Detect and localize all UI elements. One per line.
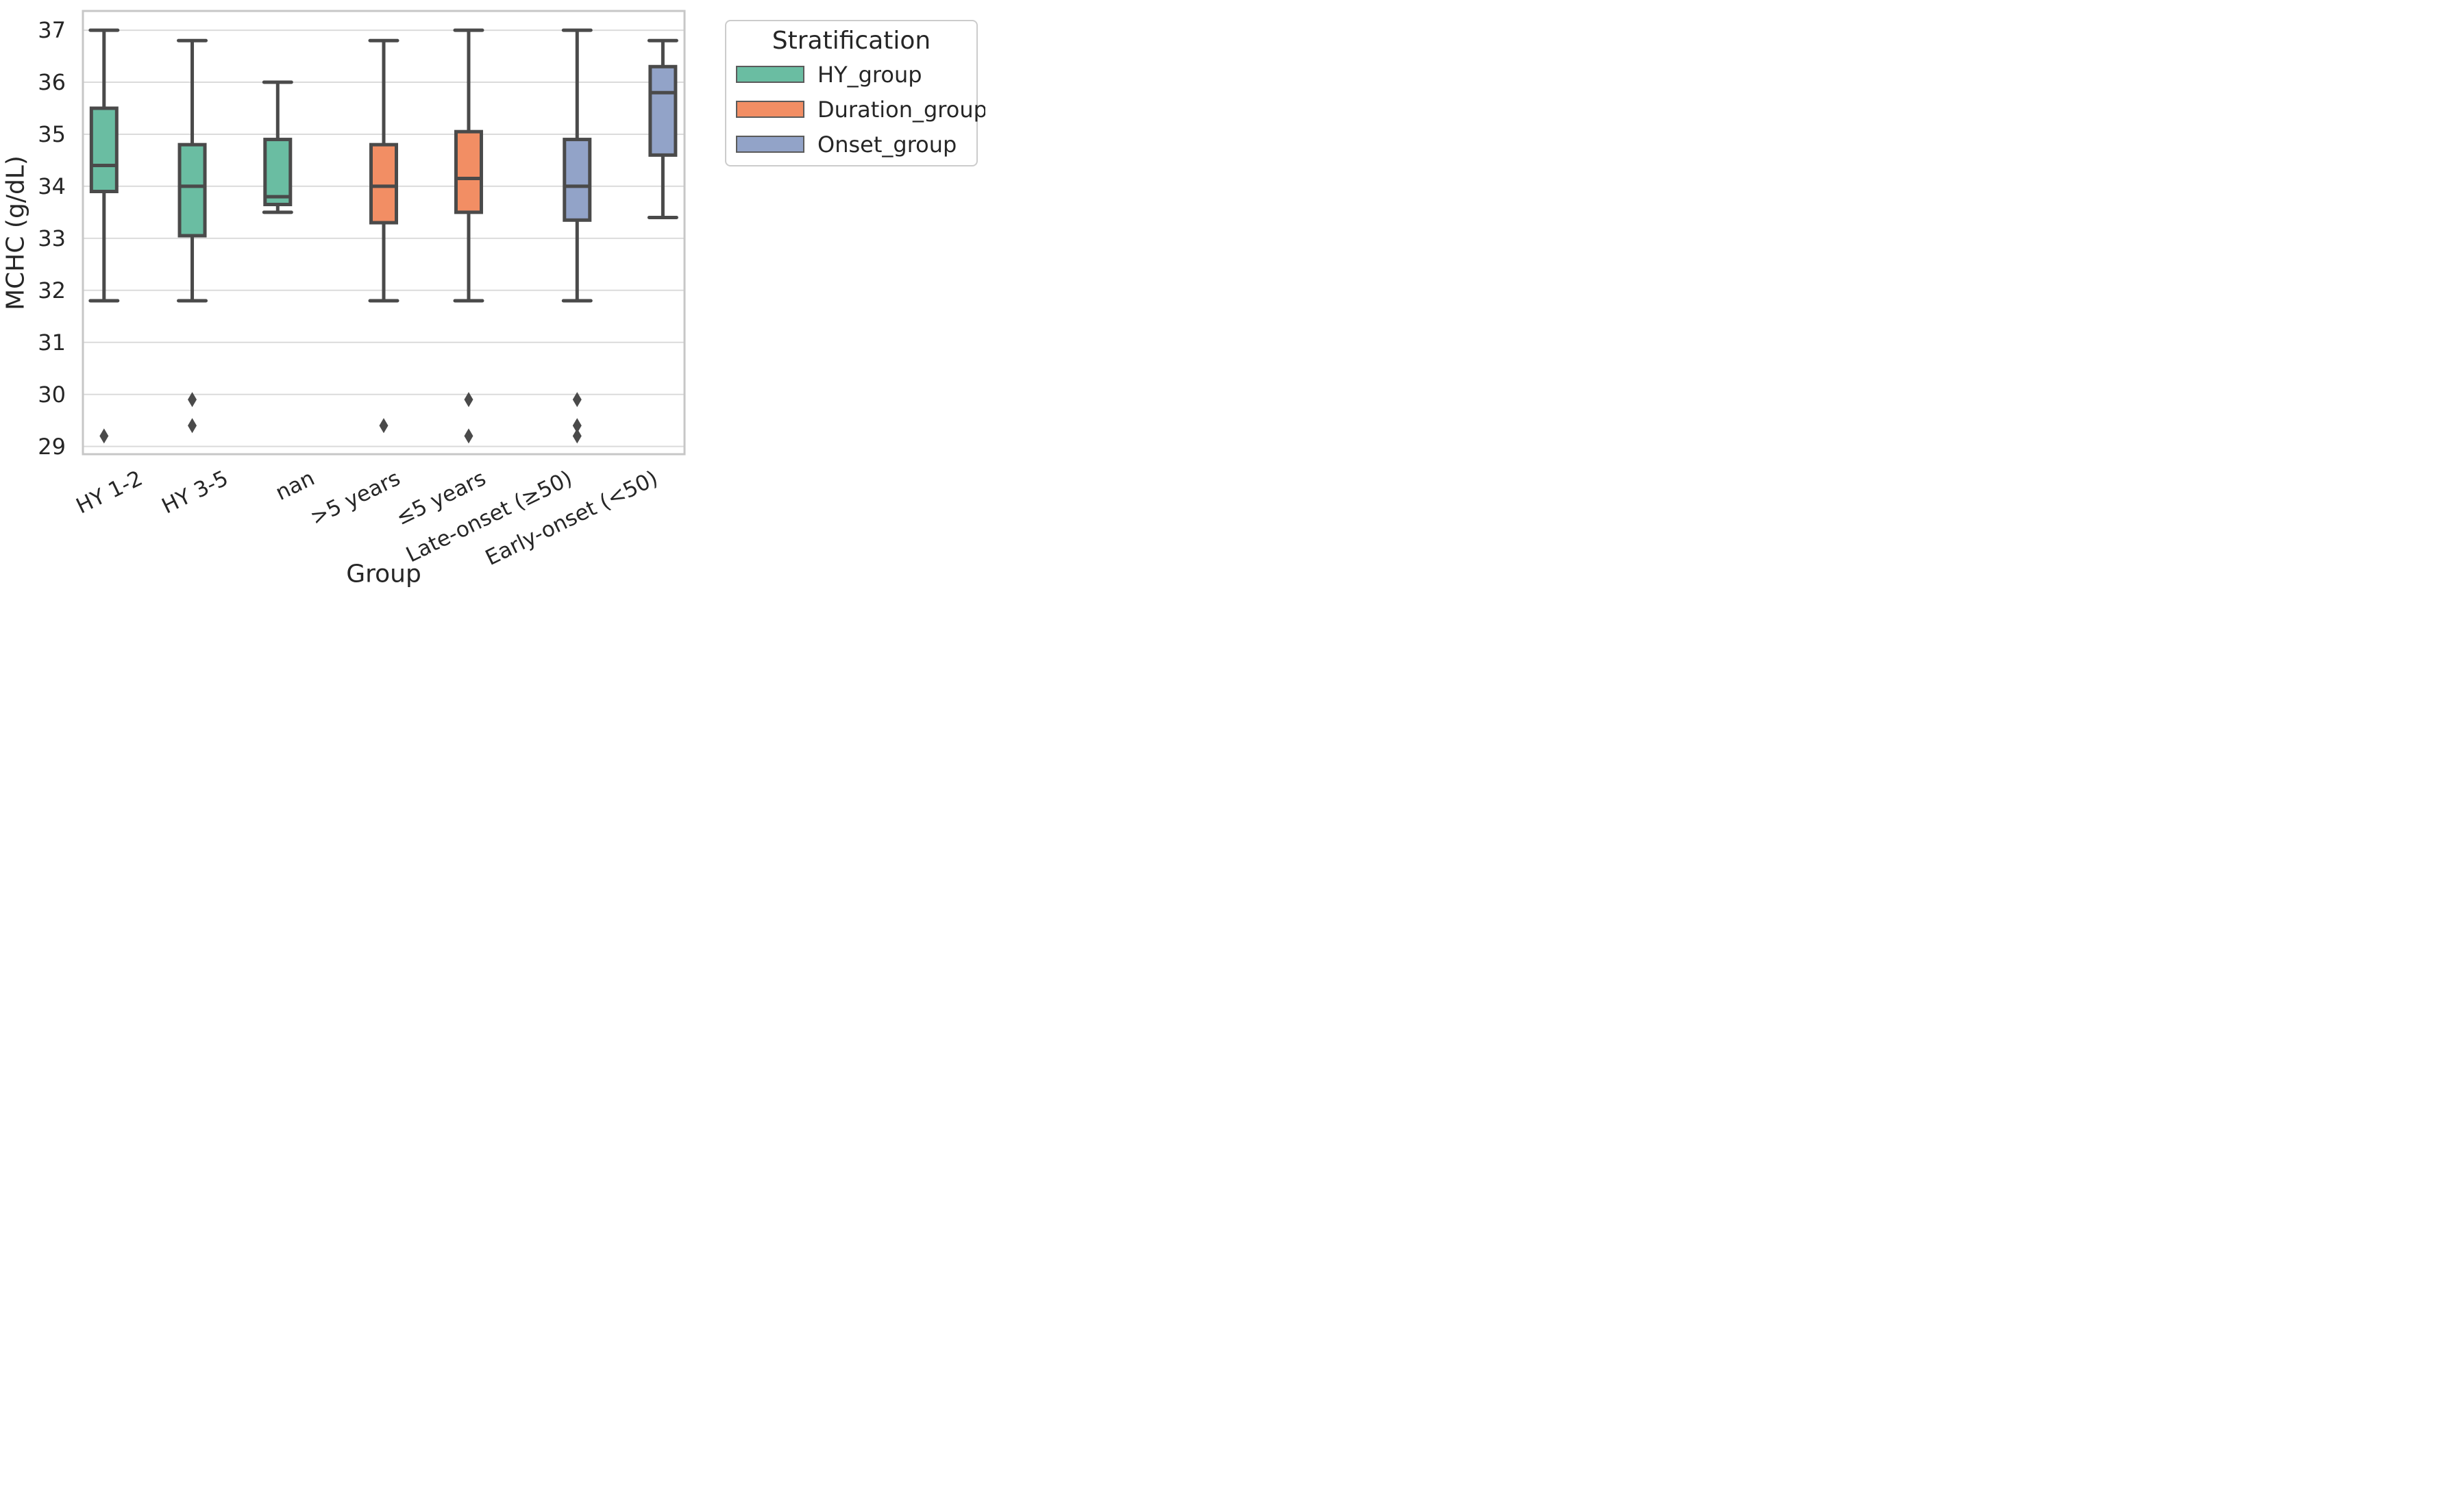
legend-item-label: Onset_group [817,131,957,158]
legend-item-label: Duration_group [817,96,985,123]
box-group-1 [177,38,208,434]
y-tick-label-36: 36 [38,69,66,96]
legend-item-0: HY_group [736,57,967,92]
box-group-5 [561,28,593,444]
legend-box: Stratification HY_group Duration_group Ons… [725,20,985,166]
outlier-diamond [464,428,473,444]
y-tick-label-34: 34 [38,173,66,199]
x-axis-label: Group [346,560,421,588]
box-group-6 [647,38,678,219]
y-tick-label-29: 29 [38,433,66,460]
legend-item-1: Duration_group [736,92,985,127]
box-iqr [89,106,119,194]
legend-swatch-icon [736,101,804,118]
box-iqr [563,138,592,222]
outlier-diamond [379,418,389,434]
outlier-diamond [188,392,197,408]
y-tick-label-32: 32 [38,277,66,303]
outlier-diamond [572,392,582,408]
box-iqr [177,142,207,238]
legend-items: HY_group Duration_group Onset_group [736,57,985,162]
axes-frame [82,10,686,456]
box-iqr [263,138,293,206]
outlier-diamond [99,428,109,444]
box-iqr [369,142,398,225]
legend-swatch-icon [736,136,804,153]
box-iqr [454,129,483,214]
y-tick-label-33: 33 [38,225,66,251]
boxplot-figure: 37 36 35 34 33 32 31 30 29 HY 1-2 HY 3-5 nan >5 yea… [0,0,985,600]
legend-title: Stratification [772,27,931,55]
box-group-0 [88,28,120,444]
legend-item-2: Onset_group [736,127,967,162]
y-tick-label-35: 35 [38,121,66,147]
outlier-diamond [572,418,582,434]
box-group-2 [262,80,293,214]
box-group-4 [453,28,484,444]
y-tick-label-31: 31 [38,329,66,356]
outlier-diamond [572,428,582,444]
outlier-diamond [464,392,473,408]
legend-swatch-icon [736,66,804,83]
box-group-3 [368,38,399,434]
legend-item-label: HY_group [817,61,922,88]
box-iqr [648,64,678,157]
y-tick-label-30: 30 [38,381,66,408]
boxplot-canvas [82,10,686,456]
y-tick-label-37: 37 [38,17,66,44]
y-axis-label: MCHC (g/dL) [1,156,30,310]
outlier-diamond [188,418,197,434]
